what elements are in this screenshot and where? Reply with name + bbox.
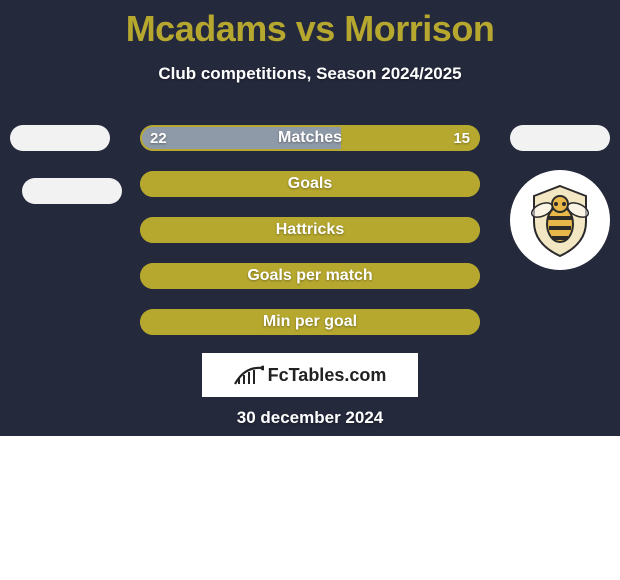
stat-bar: Matches22 15	[140, 125, 480, 151]
stat-bar-left-value: 22	[150, 125, 167, 151]
page-title: Mcadams vs Morrison	[0, 0, 620, 50]
stat-bar-label: Hattricks	[140, 217, 480, 243]
player-avatar-placeholder	[510, 125, 610, 151]
logo-swoosh-icon	[234, 364, 264, 386]
stat-bar: Goals per match	[140, 263, 480, 289]
stat-bar-label: Goals	[140, 171, 480, 197]
stat-bar-label: Min per goal	[140, 309, 480, 335]
date-label: 30 december 2024	[0, 408, 620, 428]
stat-bar-right-value: 15	[453, 125, 470, 151]
stat-bars: Matches22 15 Goals Hattricks Goals per match…	[140, 125, 480, 355]
wasp-crest-icon	[520, 180, 600, 260]
comparison-card: Mcadams vs Morrison Club competitions, S…	[0, 0, 620, 436]
logo-text: FcTables.com	[268, 365, 387, 386]
club-badge-right	[510, 170, 610, 270]
subtitle: Club competitions, Season 2024/2025	[0, 64, 620, 84]
player-avatar-placeholder	[10, 125, 110, 151]
stat-bar-label: Goals per match	[140, 263, 480, 289]
stat-bar: Hattricks	[140, 217, 480, 243]
stat-bar: Min per goal	[140, 309, 480, 335]
stat-bar-label: Matches	[140, 125, 480, 151]
stat-bar: Goals	[140, 171, 480, 197]
player-avatar-placeholder	[22, 178, 122, 204]
fctables-logo[interactable]: FcTables.com	[202, 353, 418, 397]
